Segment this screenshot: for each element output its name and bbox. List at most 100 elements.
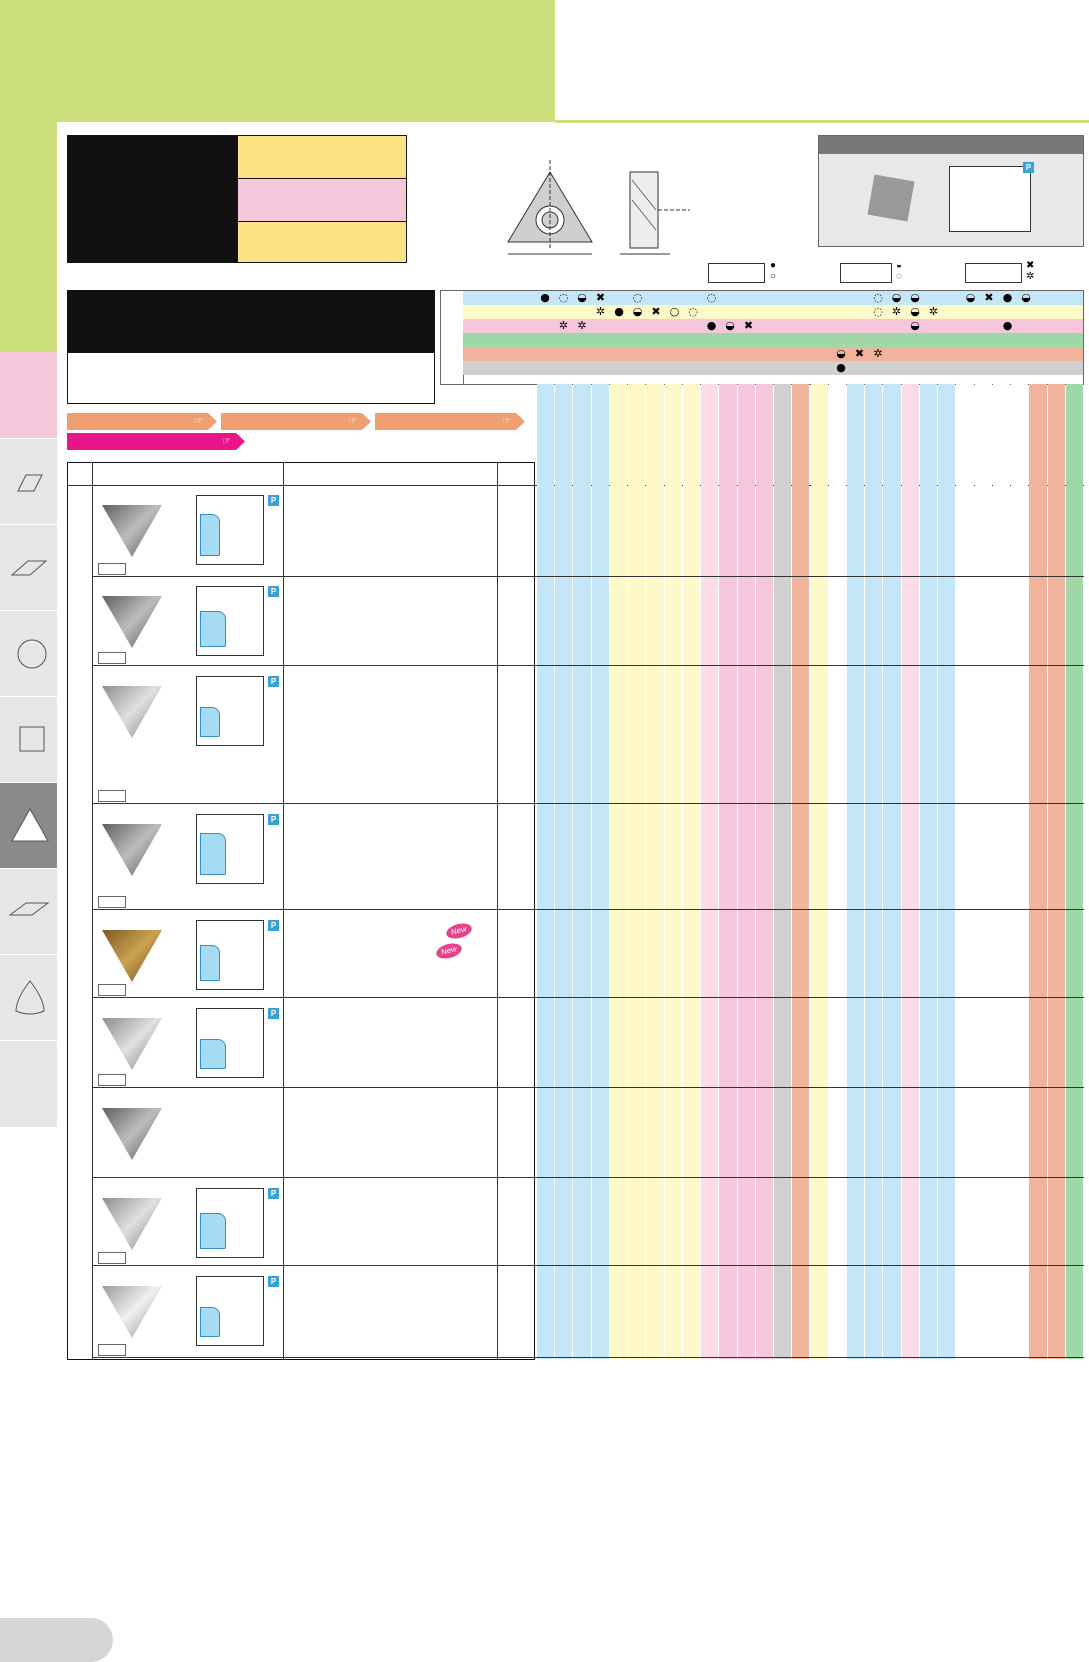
grade-column xyxy=(974,384,992,1359)
grade-column xyxy=(774,384,792,1359)
side-tab-triangle[interactable] xyxy=(0,782,57,869)
grid-row-s xyxy=(463,347,1083,361)
grade-symbol: ● xyxy=(707,319,717,332)
grade-symbol: ◒ xyxy=(1021,291,1031,304)
rhombus-icon xyxy=(10,560,48,576)
grade-symbol: ◌ xyxy=(688,305,698,318)
grade-column xyxy=(682,384,701,1359)
grade-column xyxy=(846,384,865,1359)
side-tab-rhombus[interactable] xyxy=(0,524,57,611)
chip-control-area xyxy=(200,1307,220,1337)
table-row-rule xyxy=(92,1357,1084,1358)
grade-symbol: ◌ xyxy=(873,305,883,318)
grade-symbol: ◒ xyxy=(836,347,846,360)
grade-tag xyxy=(98,1074,126,1086)
grade-tag xyxy=(98,790,126,802)
grade-symbol: ◒ xyxy=(577,291,587,304)
side-tab-parallelogram[interactable] xyxy=(0,438,57,525)
grade-column xyxy=(1065,384,1083,1359)
legend-box-1 xyxy=(708,263,765,283)
grade-tag xyxy=(98,1344,126,1356)
chip-control-chart xyxy=(196,920,264,990)
chip-control-area xyxy=(200,1213,226,1249)
page-number-tab xyxy=(0,1618,113,1662)
grade-symbol: ◒ xyxy=(910,291,920,304)
grade-symbol: ● xyxy=(836,361,846,374)
legend-box-2 xyxy=(840,263,892,283)
triangle-icon xyxy=(11,807,49,842)
insert-table xyxy=(67,462,535,1360)
side-tab-square[interactable] xyxy=(0,696,57,783)
grade-tag xyxy=(98,652,126,664)
grade-symbol: ✖ xyxy=(984,291,993,304)
reference-button-4[interactable]: ☞ xyxy=(67,433,245,450)
table-col-divider xyxy=(92,462,93,1360)
grade-symbol: ✲ xyxy=(577,319,586,332)
side-pink-tab[interactable] xyxy=(0,352,57,438)
circle-icon xyxy=(17,639,47,669)
trigon-icon xyxy=(15,980,45,1015)
side-tab-blank[interactable] xyxy=(0,1040,57,1127)
p-badge: P xyxy=(268,1276,279,1287)
parallelogram-icon xyxy=(17,474,43,492)
chip-control-area xyxy=(200,707,220,737)
reference-button-1[interactable]: ☞ xyxy=(67,413,217,430)
grid-row-m xyxy=(463,305,1083,319)
grid-row-h xyxy=(463,361,1083,375)
grade-column xyxy=(1047,384,1065,1359)
grade-symbol: ✲ xyxy=(596,305,605,318)
grade-column xyxy=(609,384,628,1359)
table-col-divider xyxy=(497,462,498,1360)
grade-symbol: ◒ xyxy=(633,305,643,318)
grade-column xyxy=(555,384,573,1359)
grade-column xyxy=(719,384,737,1359)
grade-column xyxy=(628,384,646,1359)
table-row-rule xyxy=(92,1087,1084,1088)
grade-symbol: ● xyxy=(540,291,550,304)
legend-symbols-3: ✖ ✲ xyxy=(1026,260,1035,282)
grade-symbol: ◒ xyxy=(892,291,902,304)
pointing-hand-icon: ☞ xyxy=(348,416,357,427)
grade-column xyxy=(883,384,901,1359)
insert-description-box xyxy=(67,352,435,404)
insert-illustration xyxy=(867,174,915,222)
grade-column xyxy=(1011,384,1029,1359)
grade-symbol: ● xyxy=(1003,291,1013,304)
grade-symbol: ◒ xyxy=(966,291,976,304)
legend-box-3 xyxy=(965,263,1022,283)
side-tab-circle[interactable] xyxy=(0,610,57,697)
table-row-rule xyxy=(92,803,1084,804)
side-tab-parallelogram-2[interactable] xyxy=(0,868,57,955)
p-badge: P xyxy=(268,1008,279,1019)
grade-tag xyxy=(98,563,126,575)
insert-geometry-diagram xyxy=(507,160,690,255)
grade-symbol: ◒ xyxy=(725,319,735,332)
reference-button-2[interactable]: ☞ xyxy=(221,413,371,430)
chip-control-chart xyxy=(196,586,264,656)
grade-column xyxy=(646,384,664,1359)
grade-column xyxy=(1029,384,1047,1359)
grade-column xyxy=(591,384,609,1359)
grid-row-k xyxy=(463,319,1083,333)
grade-symbol: ✖ xyxy=(596,291,605,304)
insert-name-block xyxy=(67,290,435,352)
chip-control-area xyxy=(200,611,226,647)
grade-symbol: ✲ xyxy=(873,347,882,360)
side-tab-trigon[interactable] xyxy=(0,954,57,1041)
reference-button-3[interactable]: ☞ xyxy=(375,413,525,430)
grade-info-block xyxy=(67,135,237,263)
chip-control-area xyxy=(200,833,226,875)
grade-column xyxy=(737,384,755,1359)
grade-column xyxy=(537,384,555,1359)
table-row-rule xyxy=(92,576,1084,577)
grade-column xyxy=(938,384,956,1359)
grade-column xyxy=(919,384,938,1359)
grade-tag xyxy=(98,984,126,996)
pointing-hand-icon: ☞ xyxy=(222,436,231,447)
chip-control-area xyxy=(200,1039,226,1069)
chip-control-area xyxy=(200,514,220,556)
grade-symbol: ◌ xyxy=(633,291,643,304)
grade-column xyxy=(828,384,846,1359)
p-badge: P xyxy=(268,586,279,597)
legend-symbols-1: ● ○ xyxy=(770,260,777,282)
